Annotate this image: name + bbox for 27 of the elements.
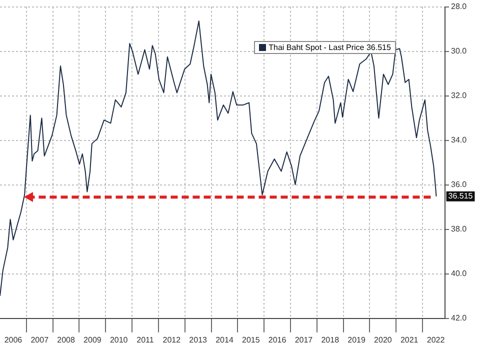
x-tick-label: 2016	[268, 335, 287, 344]
x-tick-label: 2006	[4, 335, 23, 344]
x-tick-label: 2011	[136, 335, 154, 344]
x-tick-label: 2018	[321, 335, 340, 344]
y-tick-label: 40.0	[451, 269, 468, 278]
legend-label: Thai Baht Spot - Last Price 36.515	[268, 43, 391, 52]
y-tick-label: 42.0	[451, 314, 468, 323]
x-tick-label: 2019	[348, 335, 366, 344]
x-tick-label: 2020	[374, 335, 392, 344]
x-tick-label: 2008	[57, 335, 76, 344]
x-tick-label: 2010	[110, 335, 128, 344]
y-tick-label: 28.0	[451, 2, 468, 12]
y-tick-label: 36.0	[451, 180, 468, 190]
y-tick-label: 38.0	[451, 224, 468, 234]
y-tick-label: 32.0	[451, 91, 468, 100]
x-tick-label: 2013	[189, 335, 208, 344]
x-tick-label: 2015	[242, 335, 260, 344]
y-tick-label: 30.0	[451, 46, 468, 56]
x-tick-label: 2007	[30, 335, 50, 344]
x-tick-label: 2014	[216, 335, 234, 344]
y-tick-label: 34.0	[451, 136, 468, 145]
x-tick-label: 2012	[162, 335, 182, 344]
annotation: 36.515	[448, 192, 474, 201]
x-tick-label: 2009	[84, 335, 102, 344]
x-tick-label: 2022	[426, 335, 446, 344]
x-tick-label: 2021	[400, 335, 419, 344]
x-tick-label: 2017	[294, 335, 314, 344]
